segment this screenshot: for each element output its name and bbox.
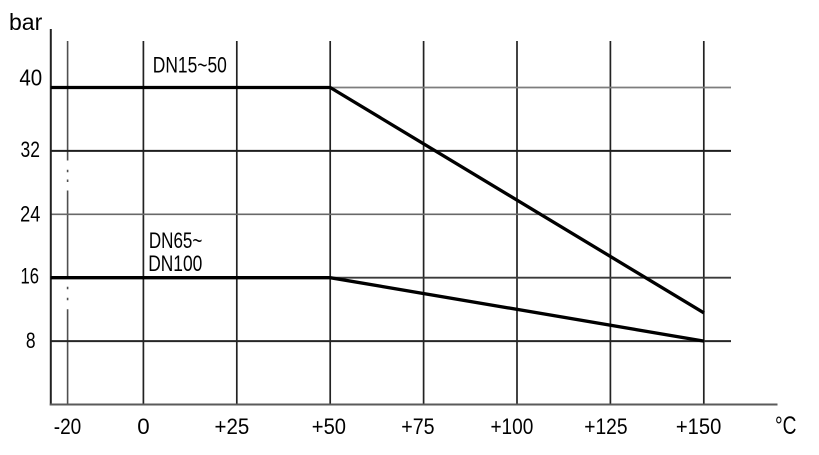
svg-text:+100: +100 <box>490 414 533 439</box>
svg-text:16: 16 <box>21 264 40 289</box>
svg-text:32: 32 <box>21 137 40 162</box>
svg-text:24: 24 <box>20 201 40 226</box>
svg-text:+125: +125 <box>584 414 627 439</box>
svg-text:8: 8 <box>26 328 36 353</box>
svg-text:DN100: DN100 <box>148 251 202 276</box>
svg-text:+50: +50 <box>312 414 346 439</box>
svg-text:+25: +25 <box>215 414 250 439</box>
svg-text:DN15~50: DN15~50 <box>153 53 227 78</box>
svg-text:+75: +75 <box>401 414 434 439</box>
svg-text:+150: +150 <box>676 414 721 439</box>
svg-text:°C: °C <box>775 413 797 440</box>
svg-text:-20: -20 <box>54 414 82 439</box>
svg-text:40: 40 <box>19 65 42 91</box>
svg-text:DN65~: DN65~ <box>149 228 202 253</box>
svg-text:0: 0 <box>137 414 149 439</box>
svg-text:bar: bar <box>9 9 43 35</box>
